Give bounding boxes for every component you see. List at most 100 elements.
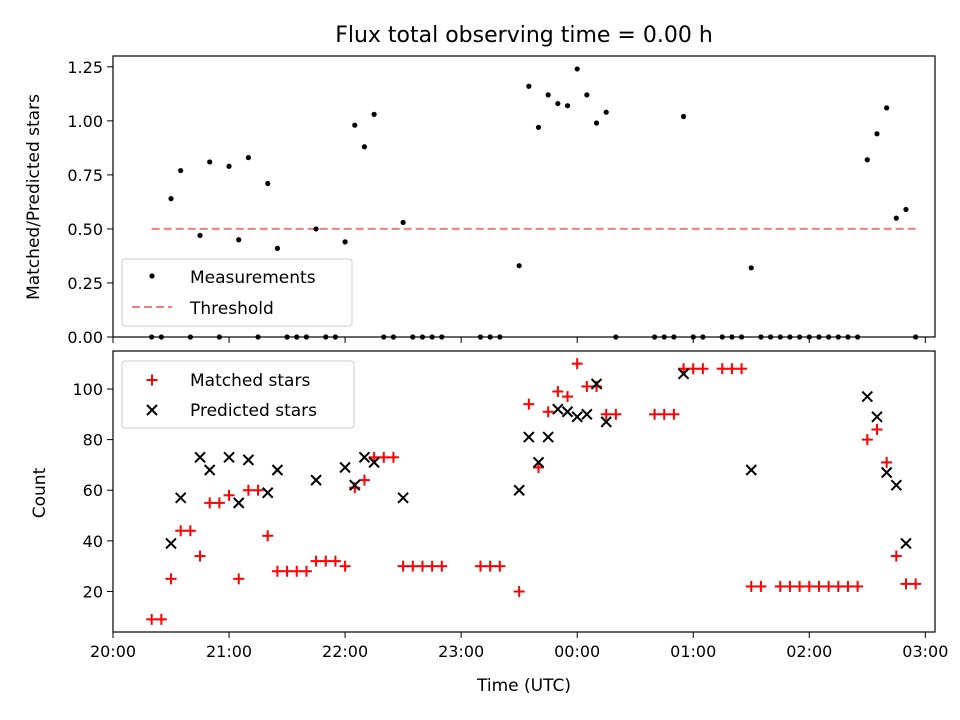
matched-star-point [416, 560, 428, 572]
matched-star-point [310, 555, 322, 567]
y-tick-label: 40 [83, 532, 103, 551]
top-panel: Flux total observing time = 0.00 h Match… [24, 23, 936, 347]
legend-top: Measurements Threshold [121, 258, 353, 327]
matched-star-point [223, 489, 235, 501]
matched-star-point [813, 580, 825, 592]
matched-star-point [358, 474, 370, 486]
matched-star-point [552, 386, 564, 398]
measurement-point [864, 157, 870, 163]
matched-star-point [252, 484, 264, 496]
measurement-point [884, 105, 890, 111]
x-ticks-bottom: 20:00 21:00 22:00 23:00 00:00 01:00 02:00 03:00 [90, 632, 948, 661]
legend-marker-matched [146, 374, 158, 386]
measurement-point [584, 92, 590, 98]
matched-star-point [242, 484, 254, 496]
count-points-layer [146, 358, 922, 625]
predicted-star-point [349, 479, 361, 491]
y-tick-label: 0.25 [67, 274, 103, 293]
predicted-star-point [397, 492, 409, 504]
matched-star-point [900, 578, 912, 590]
matched-star-point [542, 406, 554, 418]
matched-star-point [600, 408, 612, 420]
matched-star-point [407, 560, 419, 572]
y-tick-label: 60 [83, 481, 103, 500]
matched-star-point [774, 580, 786, 592]
y-axis-label-top: Matched/Predicted stars [24, 94, 44, 300]
matched-star-point [581, 380, 593, 392]
matched-star-point [823, 580, 835, 592]
y-tick-label: 80 [83, 431, 103, 450]
y-axis-label-bottom: Count [30, 467, 50, 518]
predicted-star-point [194, 451, 206, 464]
matched-star-point [871, 423, 883, 435]
chart-title: Flux total observing time = 0.00 h [335, 23, 713, 48]
measurement-point [593, 120, 600, 126]
predicted-star-point [368, 456, 380, 469]
matched-star-point [300, 565, 312, 577]
measurement-point [574, 66, 580, 72]
plot-frame-bottom [112, 350, 936, 633]
legend-label-threshold: Threshold [189, 299, 274, 319]
y-tick-label: 1.00 [67, 112, 103, 131]
matched-star-point [726, 363, 738, 375]
matched-star-point [755, 580, 767, 592]
predicted-star-point [590, 378, 603, 390]
y-tick-label: 0.00 [67, 328, 103, 347]
predicted-star-point [271, 464, 284, 476]
matched-star-point [271, 565, 283, 577]
predicted-star-point [900, 537, 912, 550]
measurement-point [874, 131, 880, 137]
legend-box [121, 258, 353, 327]
matched-star-point [155, 613, 167, 625]
y-ticks-bottom: 20 40 60 80 100 [72, 380, 113, 601]
matched-star-point [262, 530, 274, 542]
matched-star-point [484, 560, 496, 572]
matched-star-point [784, 580, 796, 592]
measurement-point [603, 109, 609, 115]
matched-star-point [387, 451, 399, 463]
predicted-star-point [339, 461, 351, 474]
predicted-star-point [561, 406, 574, 418]
predicted-star-point [358, 451, 371, 464]
predicted-star-point [513, 484, 525, 496]
predicted-star-point [542, 431, 554, 443]
predicted-star-point [203, 464, 216, 476]
measurement-point [265, 180, 271, 187]
measurement-point [352, 122, 358, 128]
measurement-point [526, 83, 532, 89]
measurement-point [197, 232, 203, 239]
predicted-star-point [233, 497, 245, 509]
matched-star-point [523, 398, 535, 410]
measurement-point [313, 226, 319, 232]
predicted-star-point [242, 454, 255, 466]
matched-star-point [881, 456, 893, 468]
measurement-point [236, 237, 242, 243]
predicted-star-point [174, 492, 187, 504]
predicted-star-point [310, 474, 322, 486]
predicted-star-point [600, 416, 612, 428]
matched-star-point [571, 358, 583, 370]
matched-star-point [794, 580, 806, 592]
matched-star-point [610, 408, 622, 420]
matched-star-point [513, 585, 525, 597]
matched-star-point [687, 363, 699, 375]
matched-star-point [890, 550, 902, 562]
x-ticks-top [112, 337, 926, 343]
legend-label-matched: Matched stars [190, 371, 310, 391]
y-ticks-top: 0.00 0.25 0.50 0.75 1.00 1.25 [67, 58, 113, 347]
legend-label-measurements: Measurements [190, 268, 316, 288]
predicted-star-point [861, 390, 874, 403]
legend-bottom: Matched stars Predicted stars [121, 360, 355, 429]
measurement-point [545, 92, 551, 98]
x-tick-label: 03:00 [902, 642, 948, 661]
matched-star-point [378, 451, 390, 463]
matched-star-point [291, 565, 303, 577]
matched-star-point [213, 497, 225, 509]
x-tick-label: 00:00 [554, 642, 600, 661]
matched-star-point [736, 363, 748, 375]
legend-label-predicted: Predicted stars [190, 401, 317, 421]
matched-star-point [861, 434, 873, 446]
x-tick-label: 23:00 [438, 642, 484, 661]
